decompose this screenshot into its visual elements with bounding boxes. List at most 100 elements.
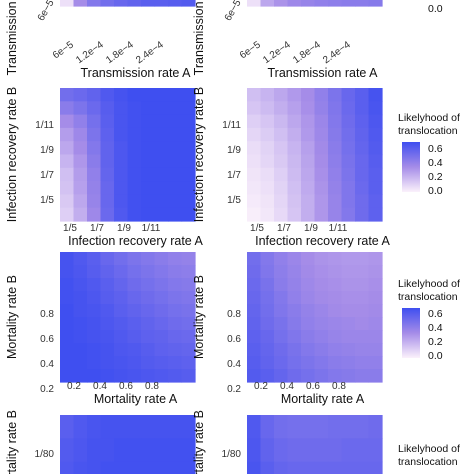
heatmap-cell [154, 415, 169, 439]
heatmap-cell [154, 252, 169, 266]
heatmap-cell [100, 207, 115, 222]
heatmap-cell [127, 101, 142, 116]
heatmap-cell [73, 317, 88, 331]
heatmap-cell [260, 127, 275, 142]
heatmap-cell [114, 194, 129, 209]
heatmap-cell [341, 141, 356, 156]
heatmap-cell [154, 265, 169, 279]
heatmap-cell [60, 304, 75, 318]
heatmap-cell [168, 141, 183, 156]
heatmap-cell [100, 356, 115, 370]
heatmap-cell [328, 369, 343, 383]
heatmap-cell [87, 167, 102, 182]
heatmap-cell [141, 0, 156, 7]
heatmap-cell [247, 265, 262, 279]
heatmap-cell [341, 194, 356, 209]
heatmap-cell [247, 101, 262, 116]
heatmap-cell [73, 343, 88, 357]
heatmap-cell [100, 127, 115, 142]
heatmap-cell [154, 438, 169, 463]
heatmap-cell [60, 291, 75, 305]
x-tick-label: 0.8 [332, 381, 346, 392]
x-tick-label: 1.8e−4 [291, 39, 323, 66]
heatmap-cell [127, 0, 142, 7]
x-tick-label: 1.2e−4 [261, 39, 293, 66]
heatmap-cell [328, 461, 343, 474]
heatmap-cell [127, 127, 142, 142]
heatmap-cell [328, 0, 343, 7]
heatmap-cell [260, 304, 275, 318]
heatmap-cell [260, 114, 275, 129]
legend-row2: Likelyhood of translocation 0.6 0.4 0.2 … [398, 112, 460, 197]
heatmap-cell [60, 317, 75, 331]
heatmap-cell [73, 0, 88, 7]
x-tick-label: 0.2 [254, 381, 268, 392]
heatmap-cell [114, 304, 129, 318]
heatmap-cell [168, 369, 183, 383]
x-tick-label: 0.6 [306, 381, 320, 392]
heatmap-cell [154, 461, 169, 474]
heatmap-cell [274, 330, 289, 344]
heatmap-cell [73, 438, 88, 463]
heatmap-cell [341, 265, 356, 279]
heatmap-cell [314, 101, 329, 116]
heatmap-cell [127, 317, 142, 331]
y-tick-label: 0.8 [227, 309, 241, 320]
heatmap-cell [60, 114, 75, 129]
heatmap-cell [181, 0, 196, 7]
heatmap-cell [141, 101, 156, 116]
heatmap-cell [114, 343, 129, 357]
heatmap-cell [328, 291, 343, 305]
heatmap-cell [328, 304, 343, 318]
heatmap-cell [154, 304, 169, 318]
heatmap-cell [247, 154, 262, 169]
heatmap-cell [341, 461, 356, 474]
heatmap-cell [141, 141, 156, 156]
heatmap-cell [314, 252, 329, 266]
heatmap-cell [247, 0, 262, 7]
heatmap-cell [301, 141, 316, 156]
heatmap-cell [60, 369, 75, 383]
heatmap-cell [287, 317, 302, 331]
heatmap-cell [368, 330, 383, 344]
heatmap-cell [141, 265, 156, 279]
heatmap-cell [260, 88, 275, 102]
heatmap-cell [181, 369, 196, 383]
heatmap-cell [260, 356, 275, 370]
heatmap-cell [73, 181, 88, 195]
heatmap-cell [301, 304, 316, 318]
heatmap-cell [341, 369, 356, 383]
x-tick-label: 1.2e−4 [74, 39, 106, 66]
heatmap-cell [260, 461, 275, 474]
heatmap-cell [328, 88, 343, 102]
heatmap-cell [168, 127, 183, 142]
heatmap-cell [168, 194, 183, 209]
heatmap-cell [127, 114, 142, 129]
heatmap-cell [287, 252, 302, 266]
heatmap-cell [314, 207, 329, 222]
heatmap-cell [368, 304, 383, 318]
heatmap-cell [100, 291, 115, 305]
heatmap-cell [100, 304, 115, 318]
heatmap-cell [328, 127, 343, 142]
heatmap-cell [73, 194, 88, 209]
heatmap-cell [114, 141, 129, 156]
heatmap-cell [355, 265, 370, 279]
x-tick-label: 1/7 [90, 223, 104, 234]
heatmap-cell [168, 356, 183, 370]
heatmap-cell [355, 369, 370, 383]
heatmap-cell [314, 88, 329, 102]
heatmap-cell [168, 207, 183, 222]
heatmap-cell [181, 154, 196, 169]
heatmap-cell [368, 114, 383, 129]
heatmap-cell [181, 167, 196, 182]
legend-title: translocation [398, 125, 458, 137]
heatmap-cell [341, 278, 356, 292]
heatmap-cell [328, 265, 343, 279]
heatmap-cell [260, 207, 275, 222]
heatmap-cell [341, 343, 356, 357]
heatmap-cell [287, 438, 302, 463]
heatmap-cell [127, 88, 142, 102]
heatmap-cell [60, 461, 75, 474]
